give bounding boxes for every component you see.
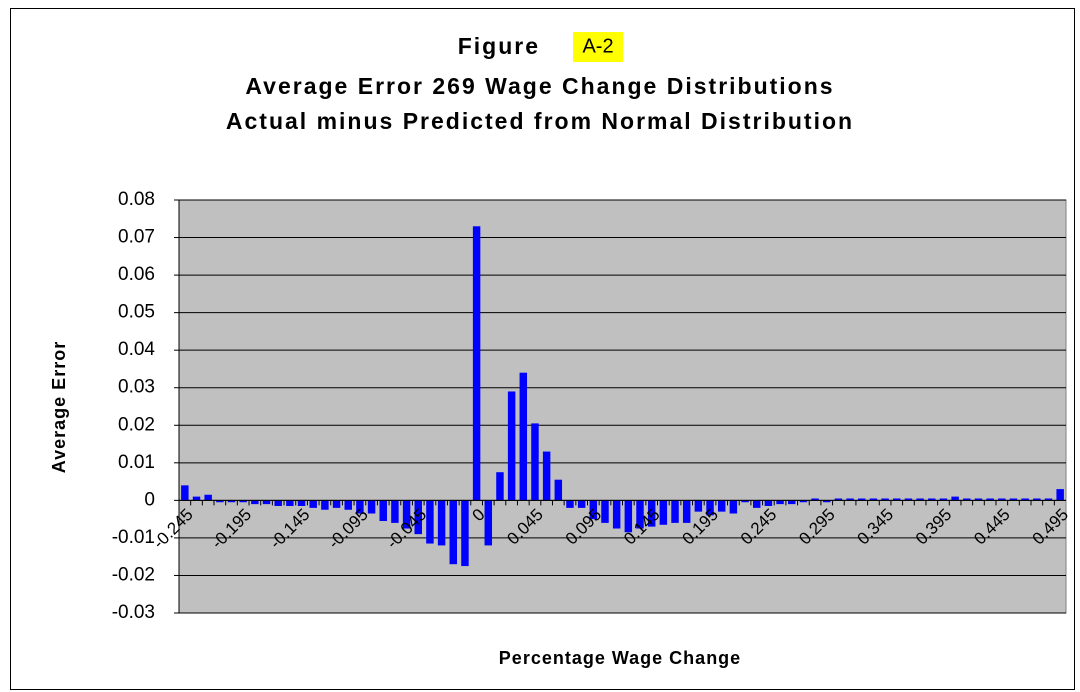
bar: [636, 500, 644, 529]
y-tick-label: -0.02: [112, 564, 155, 585]
y-tick-label: 0.02: [118, 414, 155, 435]
x-axis-title: Percentage Wage Change: [499, 648, 741, 668]
bar: [951, 496, 959, 501]
bar: [577, 500, 586, 508]
bar: [1033, 498, 1041, 501]
bar: [437, 500, 446, 546]
bar: [624, 500, 633, 533]
bar: [869, 498, 878, 501]
bar: [321, 500, 329, 510]
bar: [356, 500, 364, 514]
bar: [414, 500, 422, 535]
bar: [986, 498, 994, 501]
y-tick-label: 0.01: [118, 452, 155, 473]
y-tick-label: 0.06: [118, 264, 155, 285]
plot-area: [178, 199, 1067, 614]
bar: [717, 500, 726, 512]
bar: [227, 500, 236, 503]
bar: [566, 500, 574, 508]
bar: [262, 500, 271, 505]
bar: [274, 500, 282, 506]
bar: [1009, 498, 1018, 501]
bar: [729, 500, 738, 514]
bar: [332, 500, 341, 508]
bar: [974, 498, 983, 501]
bar: [461, 500, 469, 567]
bar: [216, 500, 224, 503]
bar: [659, 500, 668, 525]
y-tick-label: 0.08: [118, 189, 155, 210]
bar: [858, 498, 866, 501]
bar: [286, 500, 294, 506]
figure-number: A-2: [582, 35, 613, 57]
bar: [402, 500, 411, 529]
bar: [542, 451, 551, 501]
bar: [846, 498, 854, 501]
bar: [647, 500, 656, 527]
bar: [928, 498, 936, 501]
bar: [297, 500, 306, 506]
y-tick-label: 0.07: [118, 227, 155, 248]
y-tick-label: -0.03: [112, 602, 155, 623]
bar: [752, 500, 761, 508]
bar: [834, 498, 843, 501]
bar: [204, 494, 212, 501]
y-tick-label: 0.03: [118, 377, 155, 398]
figure-number-highlight: [573, 32, 623, 62]
bar: [939, 498, 948, 501]
bar: [904, 498, 913, 501]
bar: [589, 500, 598, 520]
bar: [881, 498, 889, 501]
bar: [682, 500, 691, 523]
bar: [507, 391, 516, 501]
bar: [519, 372, 528, 501]
bar: [706, 500, 714, 516]
y-tick-label: 0.04: [118, 339, 155, 360]
bar: [811, 498, 819, 501]
chart-title: Average Error 269 Wage Change Distributi…: [245, 73, 834, 99]
y-tick-label: 0.05: [118, 302, 155, 323]
bar: [344, 500, 352, 510]
y-tick-label: -0.01: [112, 527, 155, 548]
y-axis-title: Average Error: [49, 341, 69, 473]
bar: [379, 500, 387, 522]
bar: [449, 500, 458, 565]
bar: [496, 472, 504, 501]
bar: [893, 498, 901, 501]
bar: [612, 500, 621, 529]
bar: [472, 226, 481, 501]
bar: [963, 498, 971, 501]
bar: [916, 498, 924, 501]
bar: [787, 500, 796, 505]
bar: [426, 500, 434, 544]
bar: [181, 485, 189, 501]
bar: [799, 500, 808, 503]
bar: [671, 500, 679, 523]
bar: [694, 500, 703, 512]
bar: [823, 500, 831, 503]
bar: [998, 498, 1006, 501]
bar: [601, 500, 609, 523]
y-tick-label: 0: [144, 489, 155, 510]
bar: [484, 500, 493, 546]
bar: [239, 500, 247, 503]
bar: [367, 500, 376, 514]
figure-label: Figure: [458, 33, 540, 59]
bar: [741, 500, 749, 503]
bar: [554, 479, 563, 501]
bar: [776, 500, 784, 505]
bar: [391, 500, 399, 523]
bar: [1044, 498, 1053, 501]
bar: [1056, 489, 1064, 501]
bar: [251, 500, 259, 505]
bar: [531, 423, 539, 501]
bar: [192, 496, 201, 501]
chart-subtitle: Actual minus Predicted from Normal Distr…: [226, 108, 854, 134]
bar: [764, 500, 773, 506]
bar: [309, 500, 317, 508]
bar: [1021, 498, 1029, 501]
